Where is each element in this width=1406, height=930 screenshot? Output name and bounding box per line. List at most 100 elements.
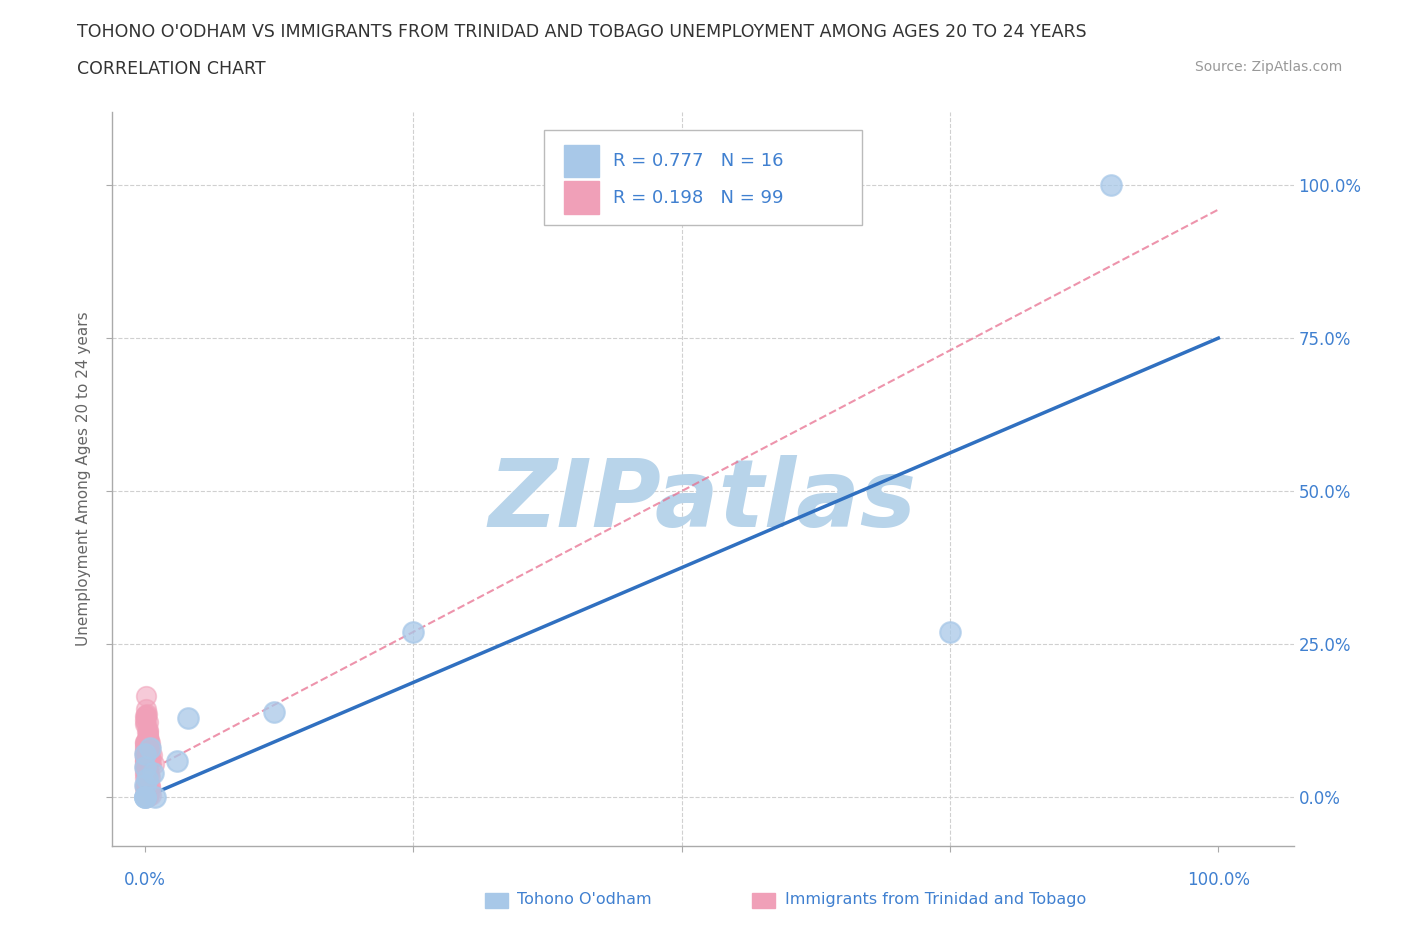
Point <box>139 778 162 793</box>
Point <box>135 763 157 777</box>
Point <box>135 741 157 756</box>
Point <box>134 754 156 769</box>
Point <box>136 762 159 777</box>
Point <box>134 746 156 761</box>
Point <box>135 764 157 779</box>
FancyBboxPatch shape <box>544 130 862 225</box>
Point <box>136 783 159 798</box>
Point <box>136 724 159 739</box>
Point <box>135 755 157 770</box>
Point <box>136 751 159 766</box>
Text: 0.0%: 0.0% <box>124 870 166 889</box>
Point <box>135 708 157 723</box>
Point <box>136 737 159 751</box>
Point <box>134 747 156 762</box>
Point <box>134 709 156 724</box>
Point <box>134 789 156 804</box>
Point <box>134 751 156 765</box>
Point <box>138 766 160 781</box>
Point <box>139 779 162 794</box>
Point <box>138 767 160 782</box>
Point <box>139 736 162 751</box>
Point <box>138 733 160 748</box>
Point <box>139 756 162 771</box>
Point <box>136 780 159 795</box>
Y-axis label: Unemployment Among Ages 20 to 24 years: Unemployment Among Ages 20 to 24 years <box>76 312 91 646</box>
Point <box>134 761 156 776</box>
Text: CORRELATION CHART: CORRELATION CHART <box>77 60 266 78</box>
Bar <box>564 145 599 177</box>
Point <box>135 755 157 770</box>
Point <box>138 788 160 803</box>
Point <box>134 741 156 756</box>
Point <box>136 737 159 752</box>
Point <box>136 766 159 781</box>
Point <box>134 754 156 769</box>
Point <box>141 747 163 762</box>
Point <box>134 780 156 795</box>
Point <box>134 746 156 761</box>
Point <box>135 751 157 766</box>
Point <box>135 775 157 790</box>
Point <box>138 753 160 768</box>
Point <box>134 778 156 793</box>
Point <box>134 757 156 772</box>
Point <box>135 777 157 791</box>
Point <box>134 770 156 785</box>
Point <box>134 744 156 759</box>
Text: ZIPatlas: ZIPatlas <box>489 455 917 547</box>
Point <box>139 751 162 765</box>
Point <box>136 746 159 761</box>
Point <box>136 730 159 745</box>
Point <box>135 737 157 752</box>
Point <box>136 741 159 756</box>
Point <box>136 789 159 804</box>
Point <box>134 760 156 775</box>
Point <box>136 774 159 789</box>
Point <box>263 704 285 719</box>
Point <box>135 790 157 804</box>
Point <box>136 723 159 737</box>
Point <box>138 750 160 764</box>
Point <box>135 746 157 761</box>
Point <box>134 712 156 727</box>
Point <box>135 707 157 722</box>
Point <box>134 790 156 804</box>
Point <box>135 708 157 723</box>
Text: TOHONO O'ODHAM VS IMMIGRANTS FROM TRINIDAD AND TOBAGO UNEMPLOYMENT AMONG AGES 20: TOHONO O'ODHAM VS IMMIGRANTS FROM TRINID… <box>77 23 1087 41</box>
Point <box>135 788 157 803</box>
Point <box>143 756 166 771</box>
Point <box>135 787 157 802</box>
Bar <box>564 181 599 214</box>
Point <box>136 785 159 800</box>
Text: Source: ZipAtlas.com: Source: ZipAtlas.com <box>1195 60 1343 74</box>
Point <box>176 711 198 725</box>
Text: R = 0.777   N = 16: R = 0.777 N = 16 <box>613 152 783 170</box>
Point <box>139 784 162 799</box>
Text: 100.0%: 100.0% <box>1187 870 1250 889</box>
Point <box>136 735 159 750</box>
Point <box>135 702 157 717</box>
Point <box>139 748 162 763</box>
Point <box>135 736 157 751</box>
Point <box>138 748 160 763</box>
Point <box>134 735 156 750</box>
Point <box>136 770 159 785</box>
Point <box>135 716 157 731</box>
Point <box>136 750 159 764</box>
Point <box>139 739 162 754</box>
Point <box>134 735 156 750</box>
Point <box>134 716 156 731</box>
Point <box>134 764 156 778</box>
Point <box>134 777 156 792</box>
Text: R = 0.198   N = 99: R = 0.198 N = 99 <box>613 189 783 206</box>
Point <box>134 790 156 804</box>
Point <box>136 746 159 761</box>
Point <box>136 758 159 773</box>
Point <box>134 759 156 774</box>
Point <box>134 738 156 753</box>
Point <box>135 734 157 749</box>
Point <box>134 766 156 781</box>
Point <box>134 746 156 761</box>
Point <box>134 759 156 774</box>
